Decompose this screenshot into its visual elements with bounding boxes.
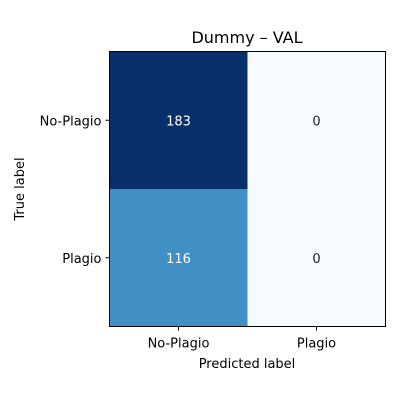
heatmap-cell (109, 189, 248, 327)
y-tick-label: No-Plagio (40, 114, 102, 129)
chart-title: Dummy – VAL (191, 28, 302, 47)
y-axis-label: True label (13, 157, 28, 221)
heatmap-cell (109, 51, 248, 189)
x-axis-label: Predicted label (199, 357, 296, 372)
cell-value-label: 0 (312, 252, 320, 267)
heatmap-cell (247, 51, 386, 189)
cell-value-label: 116 (166, 252, 191, 267)
x-tick-label: Plagio (297, 337, 336, 352)
heatmap-cells: 183 0 116 0 (109, 51, 386, 327)
axis-ticks: No-Plagio Plagio No-Plagio Plagio (40, 114, 337, 351)
x-tick-label: No-Plagio (148, 337, 210, 352)
plot-frame (109, 51, 386, 327)
heatmap-cell (247, 189, 386, 327)
cell-value-label: 0 (312, 114, 320, 129)
y-tick-label: Plagio (62, 252, 101, 267)
cell-value-label: 183 (166, 114, 191, 129)
